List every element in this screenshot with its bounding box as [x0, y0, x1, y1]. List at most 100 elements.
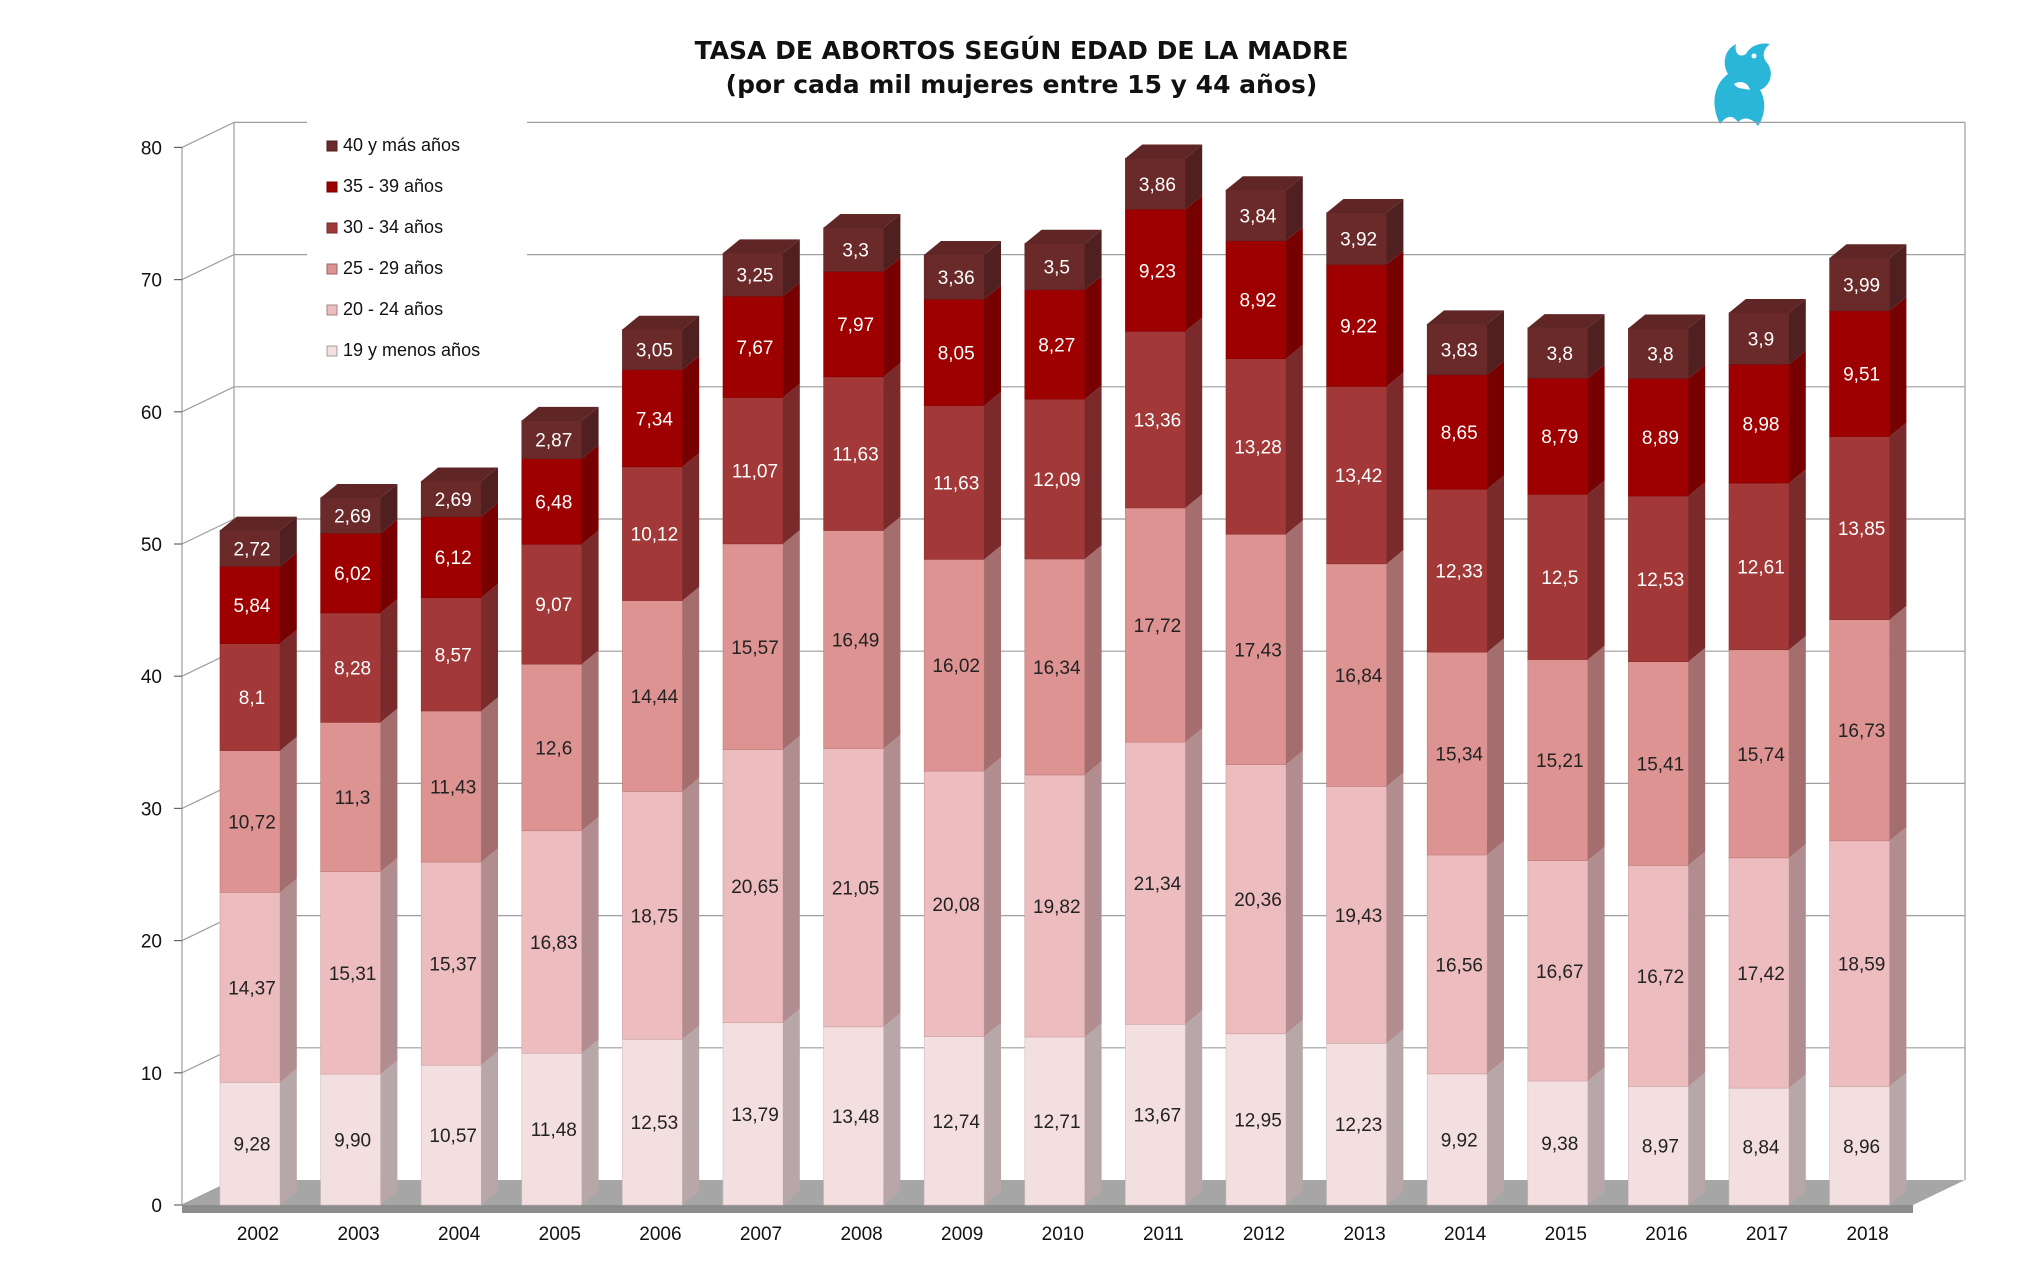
data-label: 15,57 [731, 638, 779, 659]
bar-segment: 3,36 [923, 240, 1001, 300]
data-label: 12,5 [1541, 568, 1578, 589]
data-label: 15,34 [1435, 745, 1483, 766]
bar-front [1125, 208, 1186, 332]
bar-segment: 13,85 [1829, 422, 1907, 620]
data-label: 18,75 [631, 906, 679, 927]
bar-side [481, 1051, 498, 1205]
bar-front [1628, 495, 1689, 662]
legend-item: 40 y más años [326, 135, 460, 155]
data-label: 14,44 [631, 687, 679, 708]
legend-label: 35 - 39 años [343, 176, 443, 196]
bar-segment: 12,23 [1326, 1029, 1404, 1206]
bar-side [1084, 276, 1102, 400]
bar-segment: 5,84 [219, 552, 297, 644]
bar-side [1688, 314, 1706, 379]
bar-side [1084, 1023, 1102, 1205]
bar-side [1386, 772, 1404, 1044]
x-tick-label: 2005 [539, 1224, 581, 1245]
bar-side [1487, 475, 1504, 653]
bar-segment: 15,37 [420, 848, 498, 1066]
bar-segment: 16,84 [1326, 550, 1404, 787]
bar-segment: 10,12 [622, 453, 700, 601]
bar-side [280, 516, 297, 567]
bar-segment: 3,25 [722, 239, 800, 297]
bar-front [1728, 364, 1790, 484]
bar-segment: 16,34 [1024, 545, 1102, 776]
bar-front [1527, 860, 1589, 1082]
legend-swatch [326, 345, 338, 357]
data-label: 8,65 [1441, 423, 1478, 444]
bar-segment: 8,27 [1024, 276, 1102, 400]
bar-front [1728, 649, 1790, 859]
bar-side [1386, 250, 1404, 387]
bar-side [682, 777, 700, 1040]
data-label: 3,8 [1547, 344, 1573, 365]
bar-front [219, 892, 281, 1083]
chart-subtitle: (por cada mil mujeres entre 15 y 44 años… [725, 70, 1318, 99]
data-label: 10,12 [631, 525, 679, 546]
bar-side [1789, 844, 1806, 1089]
data-label: 13,79 [731, 1105, 779, 1126]
bar-top [521, 406, 599, 421]
bar-front [1426, 488, 1488, 653]
bar-side [481, 467, 498, 517]
bar-front [622, 466, 683, 601]
data-label: 9,28 [234, 1135, 271, 1156]
x-tick-label: 2004 [438, 1224, 481, 1245]
data-label: 8,89 [1642, 428, 1679, 449]
bar-segment: 3,9 [1728, 299, 1806, 365]
bar-front [1225, 358, 1287, 535]
bar-segment: 15,31 [320, 857, 398, 1075]
bar-front [1125, 330, 1186, 509]
bar-side [1286, 344, 1303, 535]
bar-side [1185, 195, 1203, 332]
bar-front [622, 791, 683, 1040]
legend-swatch [326, 181, 338, 193]
bar-side [984, 1022, 1001, 1205]
bar-front [1527, 1080, 1589, 1206]
data-label: 13,36 [1134, 411, 1182, 432]
data-label: 11,63 [833, 445, 879, 466]
bar-side [1487, 361, 1504, 490]
bar-side [1587, 645, 1605, 861]
bar-segment: 3,83 [1426, 310, 1504, 376]
bar-front [622, 369, 683, 468]
data-label: 15,37 [429, 955, 477, 976]
data-label: 8,96 [1843, 1137, 1880, 1158]
data-label: 9,07 [535, 595, 572, 616]
data-label: 12,95 [1234, 1110, 1282, 1131]
bar-segment: 10,57 [420, 1051, 498, 1206]
bar-side [1185, 494, 1203, 743]
legend-swatch [326, 263, 338, 275]
bar-segment: 8,92 [1225, 226, 1303, 359]
bar-segment: 12,6 [521, 650, 599, 832]
bar-side [380, 519, 398, 613]
bar-side [1286, 176, 1303, 241]
bar-top [1628, 314, 1706, 329]
bar-front [923, 298, 985, 406]
y-tick-label: 30 [141, 799, 162, 820]
data-label: 3,25 [737, 266, 774, 287]
bar-front [521, 663, 583, 832]
legend-item: 35 - 39 años [326, 176, 443, 196]
bar-side [581, 444, 599, 545]
bar-side [1889, 244, 1907, 311]
data-label: 16,83 [530, 933, 578, 954]
bar-segment: 2,69 [420, 467, 498, 518]
bar-side [682, 315, 700, 370]
data-label: 13,67 [1134, 1106, 1182, 1127]
bar-side [1688, 482, 1706, 662]
bar-segment: 8,1 [219, 629, 297, 751]
data-label: 19,43 [1335, 906, 1383, 927]
bar-front [1628, 1086, 1689, 1206]
bar-side [1084, 385, 1102, 559]
y-tick-label: 40 [141, 667, 162, 688]
bar-top [622, 315, 700, 330]
legend-swatch [326, 222, 338, 234]
bar-side [581, 650, 599, 831]
bar-side [1286, 750, 1303, 1034]
bar-top [723, 239, 800, 254]
data-label: 8,79 [1541, 427, 1578, 448]
bar-side [1789, 636, 1806, 858]
y-tick-label: 50 [141, 535, 162, 556]
